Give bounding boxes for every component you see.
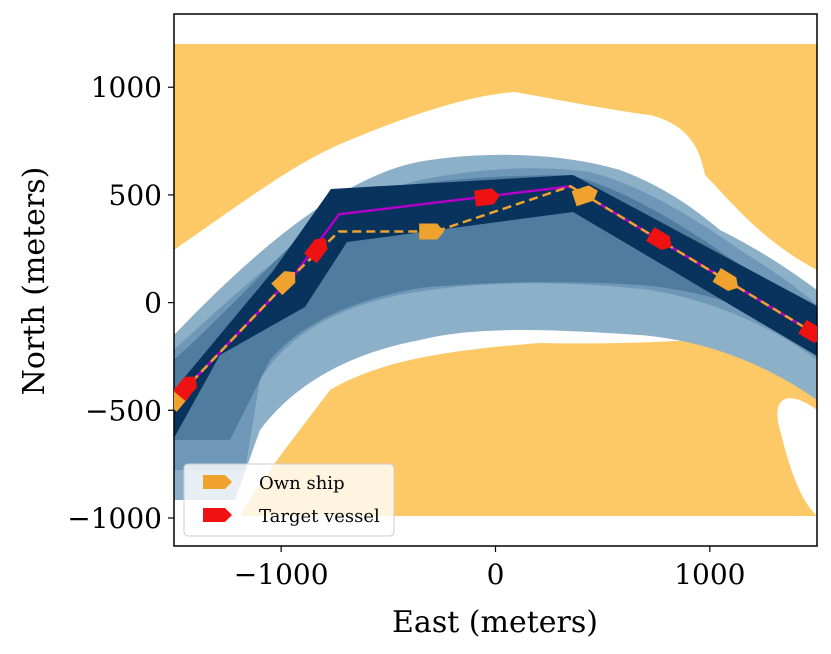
y-axis-title: North (meters) bbox=[17, 167, 52, 396]
legend-own-ship-marker bbox=[203, 475, 232, 489]
target-vessel-marker bbox=[646, 227, 672, 251]
x-tick-label: −1000 bbox=[234, 558, 329, 591]
own-ship-marker bbox=[712, 268, 739, 292]
x-axis-title: East (meters) bbox=[392, 605, 598, 640]
y-tick-label: −1000 bbox=[67, 502, 162, 535]
own-ship-marker bbox=[271, 271, 296, 296]
y-tick-label: 1000 bbox=[91, 71, 162, 104]
legend-target-vessel-label: Target vessel bbox=[259, 506, 380, 527]
x-tick-label: 0 bbox=[487, 558, 505, 591]
y-tick-label: 500 bbox=[109, 179, 162, 212]
legend-box bbox=[183, 463, 395, 537]
x-tick-label: 1000 bbox=[674, 558, 745, 591]
legend-own-ship-label: Own ship bbox=[259, 473, 345, 494]
target-vessel-marker bbox=[474, 188, 500, 207]
y-tick-label: −500 bbox=[85, 394, 162, 427]
target-vessel-marker bbox=[304, 238, 328, 264]
legend: Own ship Target vessel bbox=[183, 463, 395, 537]
target-vessel-marker bbox=[798, 319, 817, 343]
own-ship-marker bbox=[571, 185, 598, 207]
target-vessel-marker bbox=[174, 376, 197, 401]
y-tick-label: 0 bbox=[144, 287, 162, 320]
legend-target-vessel-marker bbox=[203, 508, 232, 522]
own-ship-marker bbox=[419, 223, 445, 240]
